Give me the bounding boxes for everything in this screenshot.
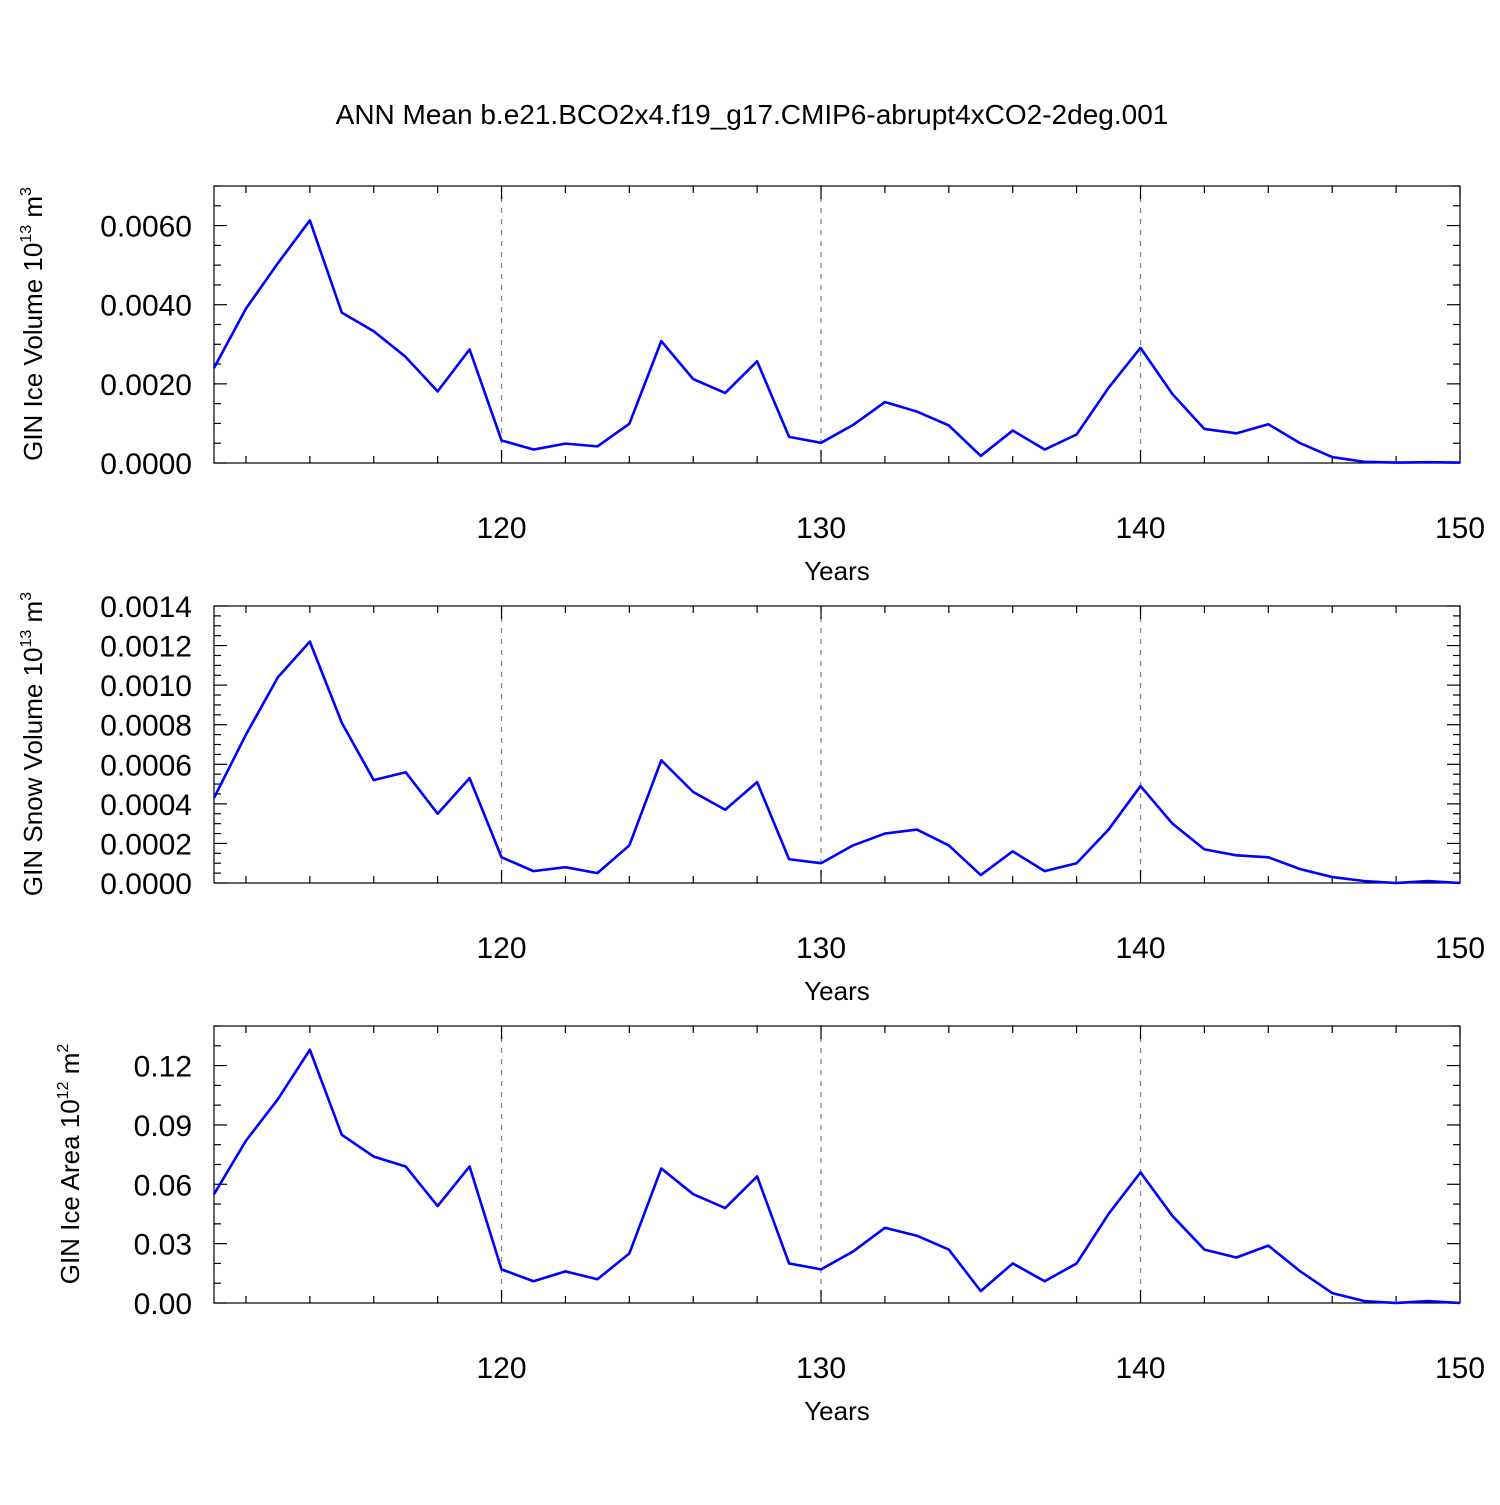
ytick-label-3: 0.0060 — [100, 211, 192, 244]
ytick-label-3: 0.0006 — [100, 749, 192, 782]
ytick-label-2: 0.0004 — [100, 789, 192, 822]
series-line-ice-volume — [212, 219, 1461, 464]
xaxis-title-ice-area: Years — [804, 1396, 870, 1426]
yaxis-title-text: GIN Snow Volume 10 — [18, 648, 48, 897]
xtick-label-120: 120 — [477, 932, 527, 965]
panel-ice-volume: Years GIN Ice Volume 1013 m3 120 130 140 15… — [18, 185, 1485, 586]
yaxis-title-unit-exponent: 3 — [18, 187, 35, 196]
xtick-label-140: 140 — [1115, 932, 1165, 965]
xaxis-title-ice-volume: Years — [804, 556, 870, 586]
ytick-label-7: 0.0014 — [100, 591, 192, 624]
yaxis-title-ice-volume: GIN Ice Volume 1013 m3 — [18, 187, 48, 461]
yaxis-title-unit-exponent: 2 — [55, 1044, 72, 1053]
yaxis-title-unit: m — [55, 1053, 85, 1082]
xtick-label-150: 150 — [1435, 932, 1485, 965]
ytick-label-1: 0.0020 — [100, 369, 192, 402]
yaxis-title-exponent: 12 — [55, 1081, 72, 1099]
series-line-ice-area — [212, 1048, 1461, 1305]
xtick-label-130: 130 — [796, 512, 846, 545]
ytick-label-5: 0.0010 — [100, 670, 192, 703]
yaxis-title-exponent: 13 — [18, 630, 35, 648]
yaxis-title-text: GIN Ice Volume 10 — [18, 243, 48, 461]
series-line-snow-volume — [212, 640, 1461, 885]
xtick-label-140: 140 — [1115, 1352, 1165, 1385]
ytick-label-0: 0.0000 — [100, 448, 192, 481]
yaxis-title-text: GIN Ice Area 10 — [55, 1099, 85, 1284]
xtick-label-130: 130 — [796, 932, 846, 965]
ytick-label-4: 0.12 — [134, 1051, 192, 1084]
xaxis-title-snow-volume: Years — [804, 976, 870, 1006]
xtick-label-150: 150 — [1435, 512, 1485, 545]
ytick-label-2: 0.06 — [134, 1169, 192, 1202]
xtick-label-120: 120 — [477, 512, 527, 545]
figure-title: ANN Mean b.e21.BCO2x4.f19_g17.CMIP6-abru… — [336, 99, 1169, 130]
panel-ice-area: Years GIN Ice Area 1012 m2 120 130 140 150 0… — [55, 1025, 1485, 1426]
ytick-label-1: 0.03 — [134, 1229, 192, 1262]
ytick-label-2: 0.0040 — [100, 290, 192, 323]
xtick-label-140: 140 — [1115, 512, 1165, 545]
xtick-label-130: 130 — [796, 1352, 846, 1385]
yaxis-title-unit: m — [18, 601, 48, 630]
plot-frame-ice-volume — [213, 185, 1461, 464]
plot-frame-snow-volume — [213, 605, 1461, 884]
xtick-label-150: 150 — [1435, 1352, 1485, 1385]
ytick-label-1: 0.0002 — [100, 828, 192, 861]
ytick-label-0: 0.0000 — [100, 868, 192, 901]
ytick-label-6: 0.0012 — [100, 631, 192, 664]
xtick-label-120: 120 — [477, 1352, 527, 1385]
ytick-label-0: 0.00 — [134, 1288, 192, 1321]
yaxis-title-ice-area: GIN Ice Area 1012 m2 — [55, 1044, 85, 1285]
ytick-label-4: 0.0008 — [100, 710, 192, 743]
yaxis-title-exponent: 13 — [18, 225, 35, 243]
panel-snow-volume: Years GIN Snow Volume 1013 m3 120 130 140 1… — [18, 591, 1485, 1006]
ytick-label-3: 0.09 — [134, 1110, 192, 1143]
yaxis-title-snow-volume: GIN Snow Volume 1013 m3 — [18, 592, 48, 896]
yaxis-title-unit: m — [18, 196, 48, 225]
yaxis-title-unit-exponent: 3 — [18, 592, 35, 601]
